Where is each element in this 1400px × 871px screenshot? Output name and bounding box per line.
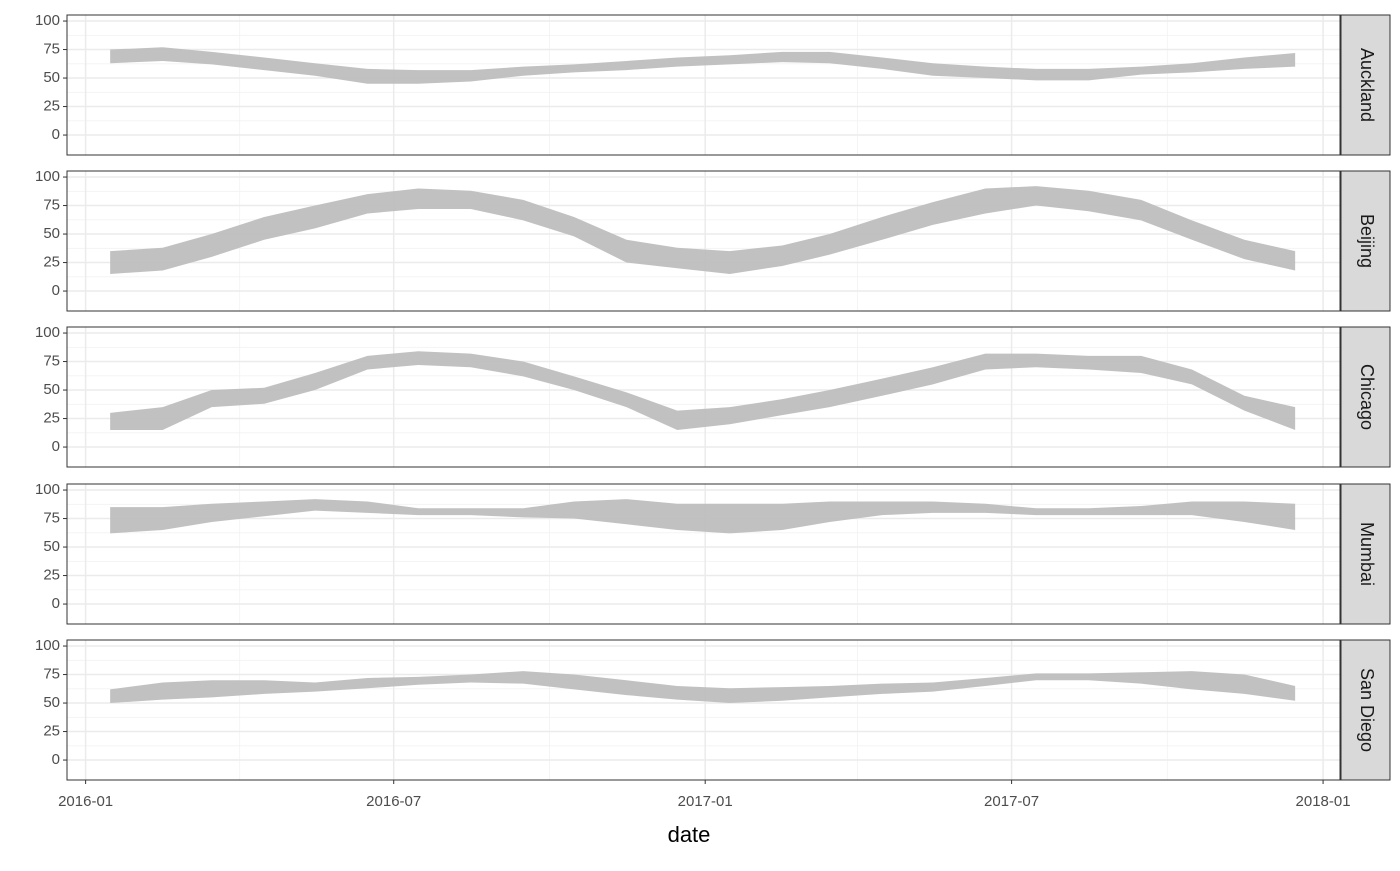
ribbon xyxy=(110,351,1296,430)
y-tick-label: 25 xyxy=(43,410,60,427)
y-tick-label: 0 xyxy=(52,126,60,143)
y-tick-label: 75 xyxy=(43,41,60,58)
y-tick-label: 75 xyxy=(43,666,60,683)
x-tick-label: 2017-01 xyxy=(678,793,733,810)
x-tick-label: 2018-01 xyxy=(1296,793,1351,810)
y-tick-label: 0 xyxy=(52,438,60,455)
y-tick-label: 25 xyxy=(43,723,60,740)
y-tick-label: 25 xyxy=(43,254,60,271)
ribbon xyxy=(110,47,1296,84)
y-tick-label: 0 xyxy=(52,595,60,612)
y-tick-label: 50 xyxy=(43,69,60,86)
y-tick-label: 75 xyxy=(43,353,60,370)
y-tick-label: 50 xyxy=(43,225,60,242)
y-tick-label: 50 xyxy=(43,381,60,398)
ribbon xyxy=(110,671,1296,704)
y-tick-label: 100 xyxy=(35,481,60,498)
strip-label: Chicago xyxy=(1357,364,1377,430)
y-tick-label: 100 xyxy=(35,168,60,185)
x-tick-label: 2016-07 xyxy=(366,793,421,810)
y-tick-label: 75 xyxy=(43,197,60,214)
y-tick-label: 100 xyxy=(35,637,60,654)
panel-border xyxy=(66,14,1341,156)
x-tick-label: 2016-01 xyxy=(58,793,113,810)
ribbon xyxy=(110,499,1296,534)
strip xyxy=(1340,14,1391,156)
y-tick-label: 100 xyxy=(35,12,60,29)
y-tick-label: 25 xyxy=(43,98,60,115)
panel-border xyxy=(66,170,1341,312)
y-tick-label: 50 xyxy=(43,538,60,555)
strip xyxy=(1340,326,1391,468)
y-tick-label: 25 xyxy=(43,567,60,584)
panel-border xyxy=(66,483,1341,625)
panel-border xyxy=(66,639,1341,781)
y-tick-label: 0 xyxy=(52,751,60,768)
y-tick-label: 50 xyxy=(43,694,60,711)
y-tick-label: 100 xyxy=(35,324,60,341)
y-tick-label: 75 xyxy=(43,510,60,527)
panel-border xyxy=(66,326,1341,468)
ribbon xyxy=(110,186,1296,274)
strip xyxy=(1340,639,1391,781)
strip-label: Mumbai xyxy=(1357,522,1377,586)
strip xyxy=(1340,170,1391,312)
strip-label: Beijing xyxy=(1357,214,1377,268)
x-tick-label: 2017-07 xyxy=(984,793,1039,810)
x-axis-title: date xyxy=(668,822,711,847)
strip-label: San Diego xyxy=(1357,668,1377,752)
y-tick-label: 0 xyxy=(52,282,60,299)
strip xyxy=(1340,483,1391,625)
strip-label: Auckland xyxy=(1357,48,1377,122)
